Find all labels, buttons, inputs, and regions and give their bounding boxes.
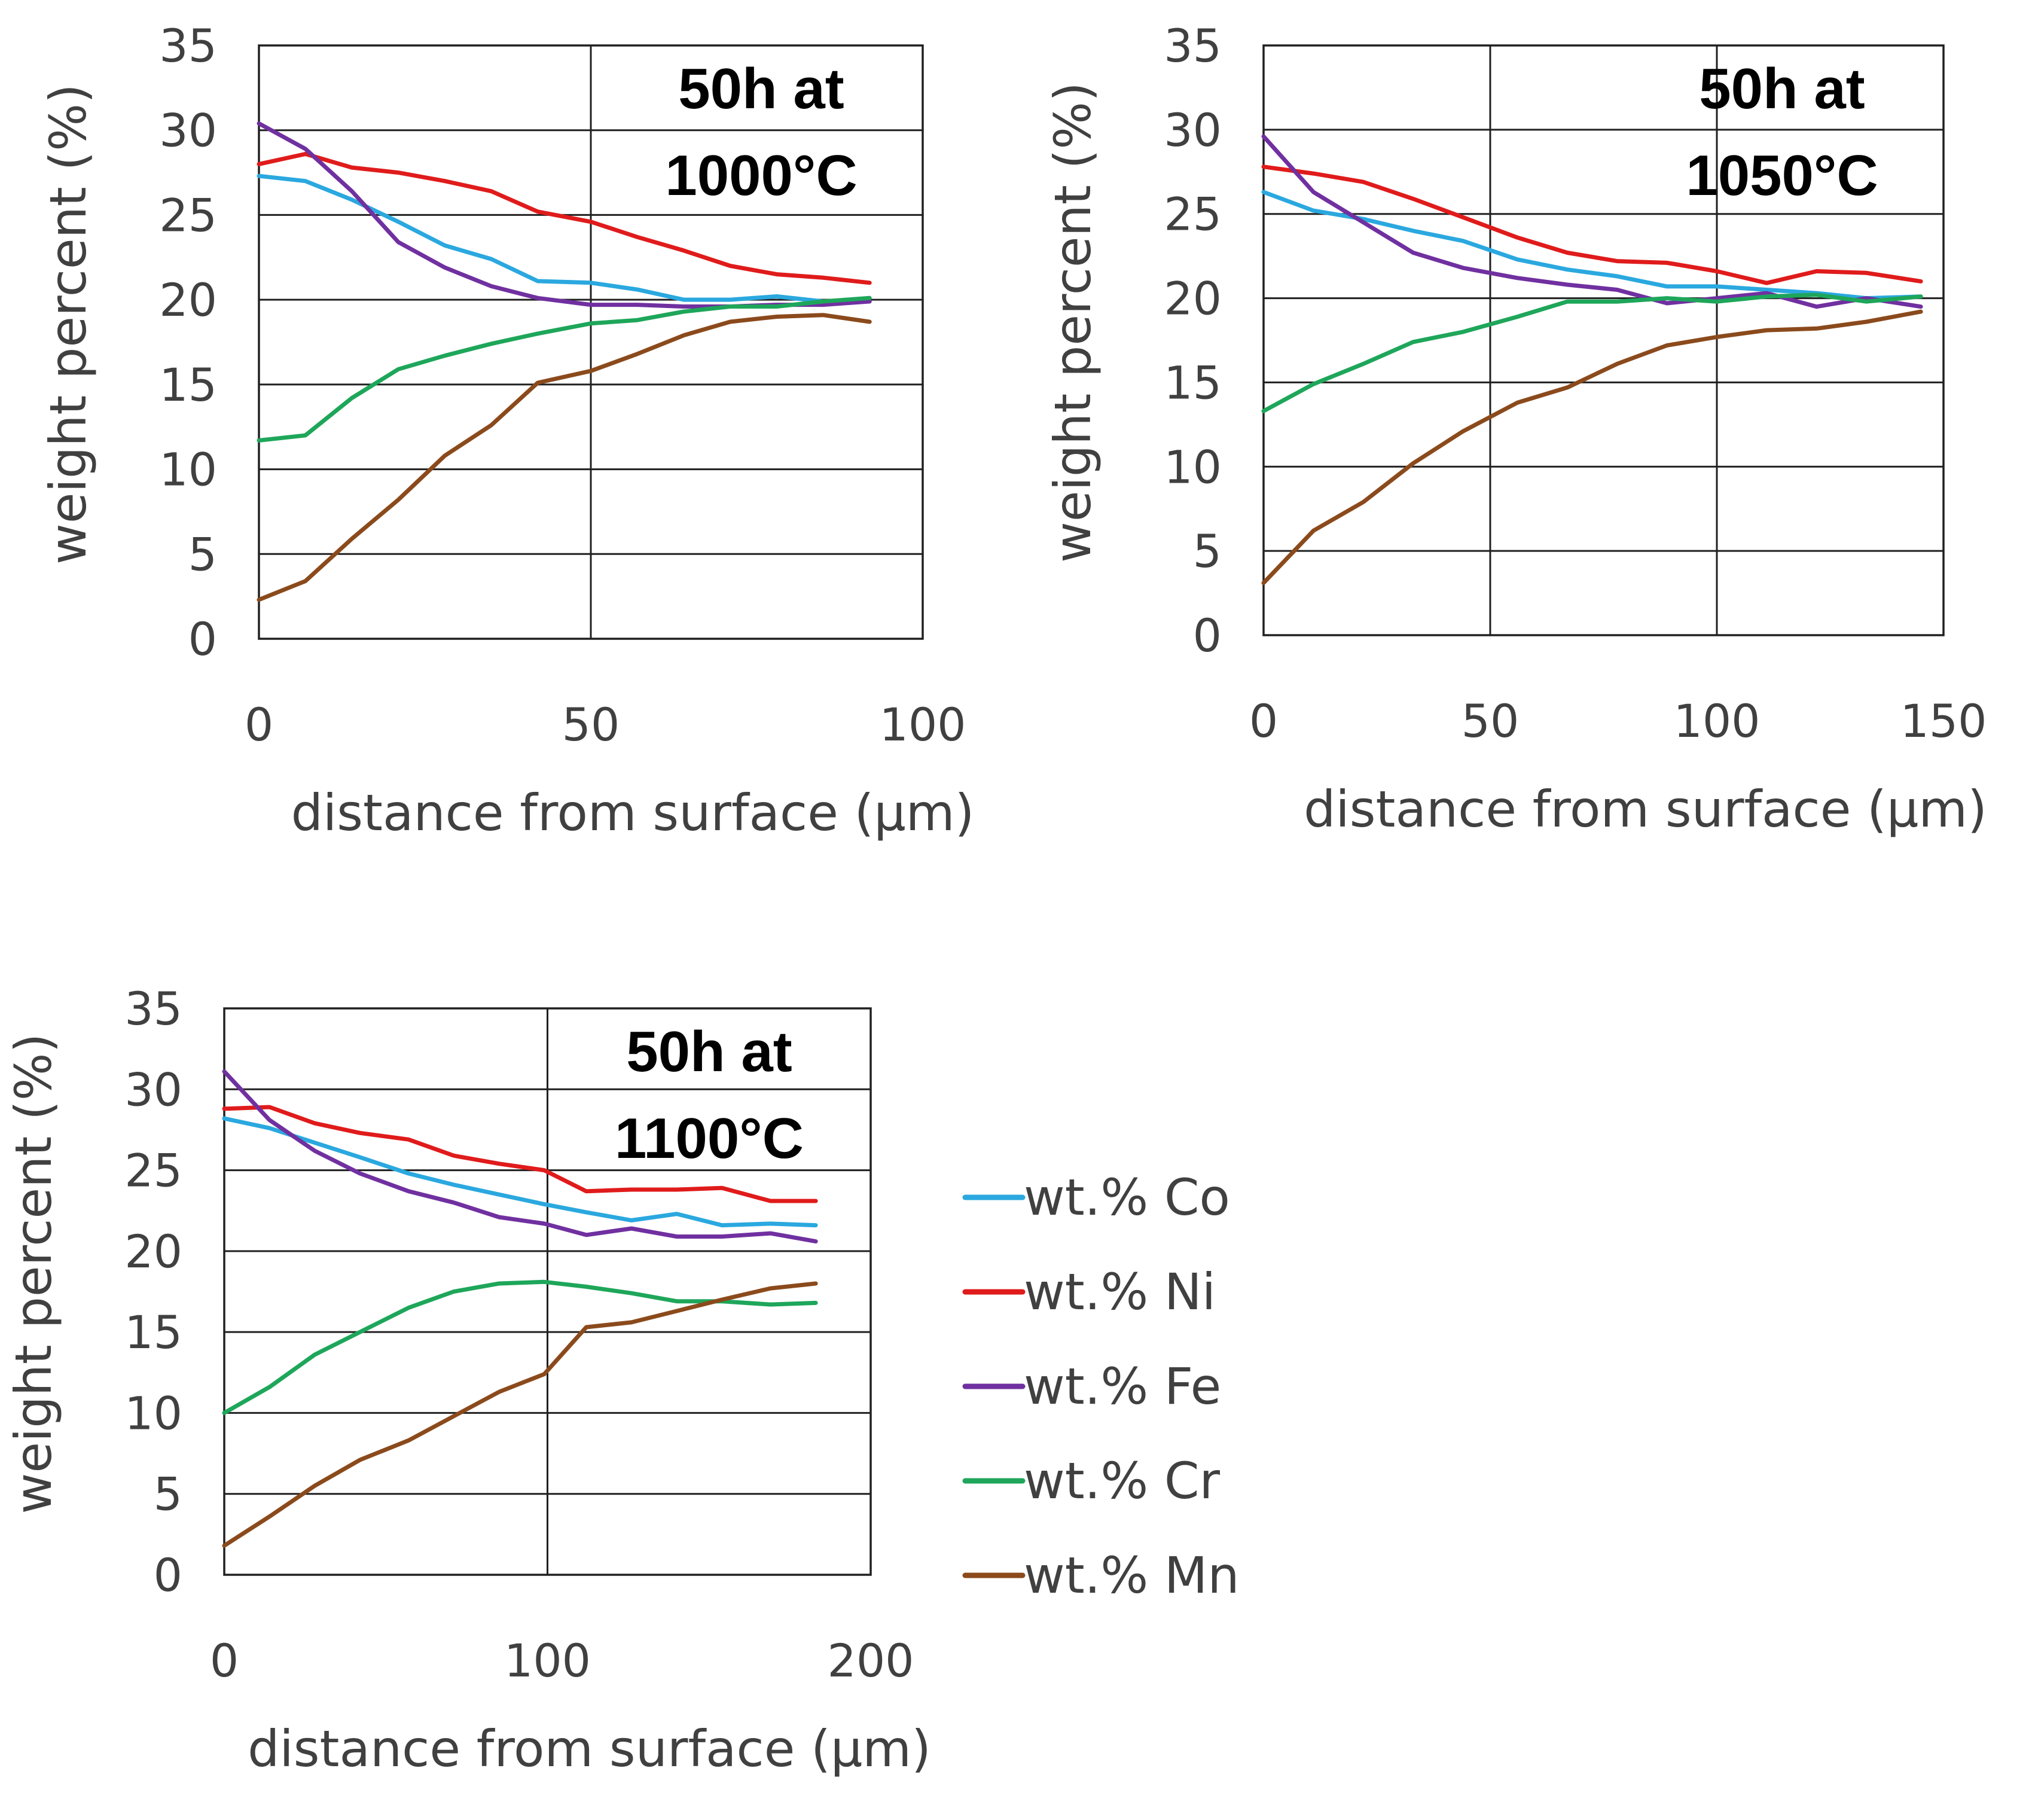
x-tick-label: 0 xyxy=(245,698,273,751)
series-line-ni-1050c xyxy=(1261,164,1923,285)
legend-label: wt.% Mn xyxy=(1024,1546,1240,1605)
x-tick-label: 50 xyxy=(1462,694,1520,748)
plot-area-frame xyxy=(223,1007,872,1576)
x-tick-label: 100 xyxy=(879,698,966,751)
series-line-ni-1000c xyxy=(257,151,872,285)
series-line-co-1000c xyxy=(257,173,872,304)
y-tick-label: 5 xyxy=(154,1468,182,1521)
y-tick-label: 0 xyxy=(1193,609,1222,662)
y-axis-label: weight percent (%) xyxy=(39,84,97,565)
y-axis-label: weight percent (%) xyxy=(1044,82,1102,563)
chart-annotation-line: 1000°C xyxy=(665,144,857,208)
y-tick-label: 10 xyxy=(124,1386,182,1440)
x-tick-label: 0 xyxy=(210,1634,239,1687)
chart-1050c: 0 5 10 15 20 25 30 35 0 50 100 150 distance from sur… xyxy=(1044,19,1987,839)
y-axis-label: weight percent (%) xyxy=(4,1034,63,1514)
y-tick-label: 30 xyxy=(1164,103,1222,157)
y-tick-label: 25 xyxy=(159,188,217,242)
legend-item-co: wt.% Co xyxy=(962,1168,1230,1227)
plot-area-frame xyxy=(1262,44,1945,636)
chart-1000c: 0 5 10 15 20 25 30 35 0 50 100 distance from surfac… xyxy=(39,19,974,842)
legend-label: wt.% Ni xyxy=(1024,1263,1216,1321)
series-line-mn-1050c xyxy=(1261,309,1923,586)
y-tick-label: 30 xyxy=(124,1063,182,1116)
legend-item-ni: wt.% Ni xyxy=(962,1263,1216,1321)
series-line-ni-1100c xyxy=(222,1105,818,1203)
x-tick-label: 150 xyxy=(1900,694,1987,748)
legend-item-mn: wt.% Mn xyxy=(962,1546,1240,1605)
legend-label: wt.% Fe xyxy=(1024,1357,1221,1416)
y-tick-label: 15 xyxy=(159,358,217,411)
chart-annotation-line: 50h at xyxy=(1699,57,1865,121)
y-tick-label: 30 xyxy=(159,104,217,157)
series-line-cr-1050c xyxy=(1261,292,1923,413)
y-tick-label: 25 xyxy=(124,1144,182,1197)
legend-label: wt.% Co xyxy=(1024,1168,1230,1227)
plot-area-frame xyxy=(258,44,924,640)
y-tick-label: 20 xyxy=(159,273,217,327)
x-axis-label: distance from surface (µm) xyxy=(248,1720,931,1778)
chart-annotation-line: 1100°C xyxy=(615,1106,804,1170)
chart-annotation-line: 1050°C xyxy=(1686,144,1878,208)
legend-item-fe: wt.% Fe xyxy=(962,1357,1221,1416)
chart-annotation-line: 50h at xyxy=(626,1020,792,1084)
series-line-fe-1100c xyxy=(222,1069,818,1244)
y-tick-label: 15 xyxy=(1164,356,1222,409)
x-tick-label: 0 xyxy=(1249,694,1278,748)
series-line-mn-1100c xyxy=(222,1281,818,1548)
series-line-cr-1100c xyxy=(222,1279,818,1415)
x-axis-label: distance from surface (µm) xyxy=(291,784,975,842)
x-tick-label: 200 xyxy=(827,1634,914,1687)
y-tick-label: 25 xyxy=(1164,188,1222,241)
chart-annotation-line: 50h at xyxy=(678,57,844,121)
series-line-fe-1050c xyxy=(1261,134,1923,309)
series-line-mn-1000c xyxy=(257,313,872,602)
y-tick-label: 35 xyxy=(159,19,217,72)
chart-1100c: 0 5 10 15 20 25 30 35 0 100 200 distance from surfa… xyxy=(4,982,931,1778)
y-tick-label: 5 xyxy=(1193,525,1222,578)
series-line-co-1050c xyxy=(1261,190,1923,301)
y-tick-label: 0 xyxy=(154,1548,182,1602)
y-tick-label: 5 xyxy=(188,528,217,581)
x-tick-label: 100 xyxy=(1673,694,1760,748)
x-axis-label: distance from surface (µm) xyxy=(1304,780,1987,839)
y-tick-label: 20 xyxy=(1164,272,1222,325)
y-tick-label: 15 xyxy=(124,1306,182,1359)
x-tick-label: 100 xyxy=(504,1634,591,1687)
legend: wt.% Co wt.% Ni wt.% Fe wt.% Cr wt.% Mn xyxy=(962,1168,1240,1605)
y-tick-label: 35 xyxy=(124,982,182,1035)
legend-label: wt.% Cr xyxy=(1024,1452,1221,1510)
legend-item-cr: wt.% Cr xyxy=(962,1452,1221,1510)
y-tick-label: 0 xyxy=(188,612,217,666)
x-tick-label: 50 xyxy=(562,698,620,751)
y-tick-label: 10 xyxy=(159,443,217,496)
y-tick-label: 20 xyxy=(124,1225,182,1278)
series-line-co-1100c xyxy=(222,1116,818,1228)
series-line-cr-1000c xyxy=(257,295,872,443)
y-tick-label: 35 xyxy=(1164,19,1222,72)
y-tick-label: 10 xyxy=(1164,440,1222,493)
